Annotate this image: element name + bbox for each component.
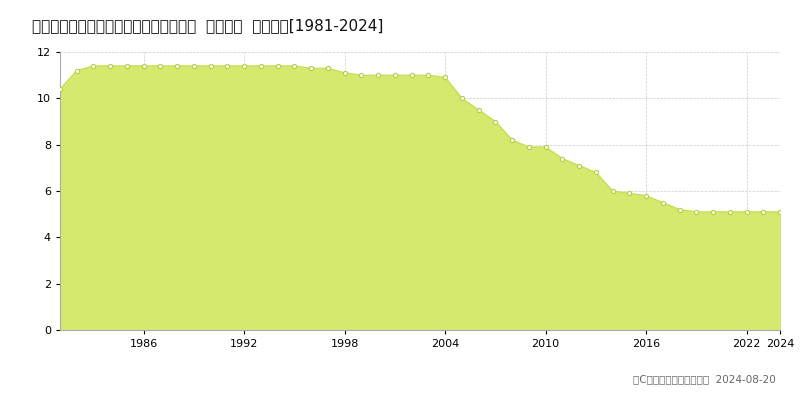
Text: 青森県青森市大字野内字菊川６１番３外  地価公示  地価推移[1981-2024]: 青森県青森市大字野内字菊川６１番３外 地価公示 地価推移[1981-2024] — [32, 18, 383, 33]
Text: （C）土地価格ドットコム  2024-08-20: （C）土地価格ドットコム 2024-08-20 — [634, 374, 776, 384]
